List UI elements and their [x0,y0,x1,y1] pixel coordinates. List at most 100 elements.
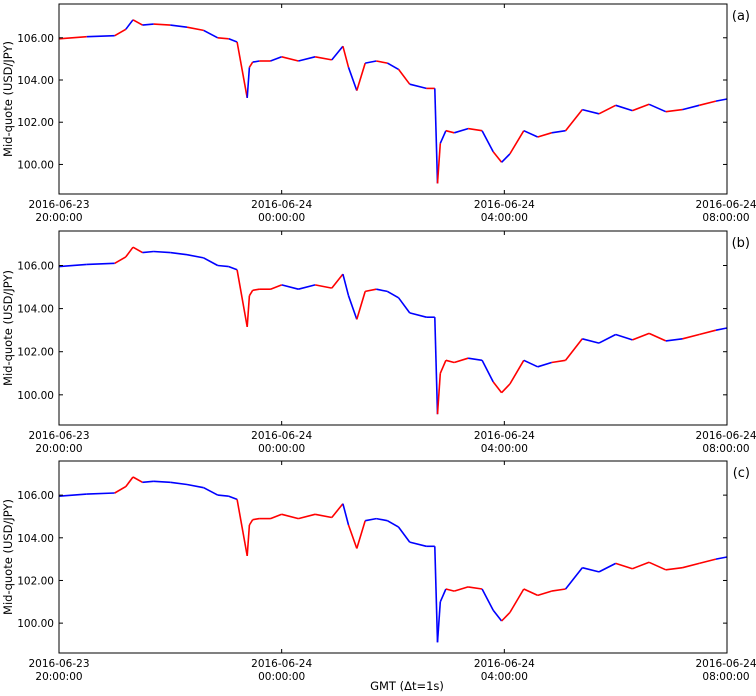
chart-panel-1: 100.00 102.00 104.00 106.00 2016-06-2320:00:… [1,3,756,224]
series-segment [453,127,469,134]
series-segment [564,109,583,132]
y-tick-label: 104.00 [17,75,54,87]
series-segment [356,62,366,91]
series-segment [314,513,332,519]
series-segment [217,37,229,40]
series-segment [203,486,219,496]
y-tick-label: 100.00 [17,618,54,630]
x-tick-label: 2016-06-24 [474,430,535,442]
series-segment [436,143,442,184]
series-segment [142,250,154,254]
x-tick-label: 20:00:00 [35,671,82,683]
y-axis-title: Mid-quote (USD/JPY) [1,499,15,615]
series-segment [501,383,511,394]
series-segment [467,127,483,132]
series-segment [615,104,633,112]
y-tick-label: 102.00 [17,347,54,359]
series-segment [281,513,299,520]
series-segment [453,586,469,592]
series-segment [715,327,728,331]
series-segment [132,476,143,483]
series-segment [436,373,442,415]
x-tick-label: 2016-06-23 [28,658,89,670]
series-segment [523,588,539,597]
series-segment [699,100,717,107]
x-tick-label: 00:00:00 [258,212,305,224]
series-segment [648,103,667,113]
series-segment [252,517,260,521]
y-tick-label: 100.00 [17,159,54,171]
series-segment [270,284,282,290]
series-segment [252,60,260,63]
series-segment [331,503,344,519]
series-segment [186,26,204,32]
series-segment [58,263,87,268]
series-segment [598,104,617,115]
series-segment [246,67,251,98]
series-segment [342,503,350,526]
x-tick-label: 2016-06-24 [695,199,756,211]
y-axis-title: Mid-quote (USD/JPY) [1,41,15,157]
series-segment [523,359,539,368]
series-segment [252,288,260,292]
series-segment [356,520,366,549]
series-segment [217,264,229,268]
series-segment [248,519,254,526]
series-segment [142,23,154,26]
series-segment [397,68,411,85]
series-segment [125,246,134,258]
series-segment [58,493,87,497]
series-segment [342,273,350,296]
x-tick-label: 20:00:00 [35,212,82,224]
series-segment [434,317,439,415]
series-segment [170,481,188,486]
series-segment [153,23,171,26]
series-segment [153,250,171,254]
y-tick-label: 106.00 [17,490,54,502]
series-segment [270,513,282,520]
series-segment [481,359,494,383]
series-segment [236,499,248,557]
series-segment [228,495,238,501]
chart-panel-3: 100.00 102.00 104.00 106.00 2016-06-2320:00:… [1,460,756,683]
series-segment [342,45,350,68]
series-segment [236,269,248,328]
series-segment [481,130,494,153]
series-segment [114,28,127,37]
series-segment [682,333,700,340]
panel-label: (a) [732,9,750,24]
series-segment [246,295,251,327]
y-tick-label: 104.00 [17,533,54,545]
plot-frame [58,460,728,654]
series-segment [281,284,299,290]
series-segment [682,104,700,111]
series-segment [582,566,600,573]
series-segment [648,332,667,342]
series-segment [86,492,115,495]
series-segment [501,611,511,622]
series-segment [142,480,154,484]
series-segment [314,284,332,289]
series-segment [347,295,358,320]
series-segment [582,108,600,115]
series-segment [699,329,717,336]
series-segment [632,103,650,112]
x-tick-label: 20:00:00 [35,443,82,455]
x-tick-label: 08:00:00 [702,671,749,683]
series-segment [365,517,377,522]
series-segment [376,60,388,64]
x-tick-label: 2016-06-24 [695,658,756,670]
series-segment [434,546,439,643]
series-segment [632,561,650,570]
series-segment [298,56,316,62]
series-segment [467,586,483,590]
x-tick-label: 2016-06-24 [251,199,312,211]
series-segment [564,338,583,361]
series-segment [186,253,204,259]
series-segment [125,476,134,488]
series-segment [509,359,525,385]
series-segment [615,562,633,570]
series-segment [203,257,219,267]
x-tick-label: 04:00:00 [481,212,528,224]
x-tick-label: 08:00:00 [702,443,749,455]
